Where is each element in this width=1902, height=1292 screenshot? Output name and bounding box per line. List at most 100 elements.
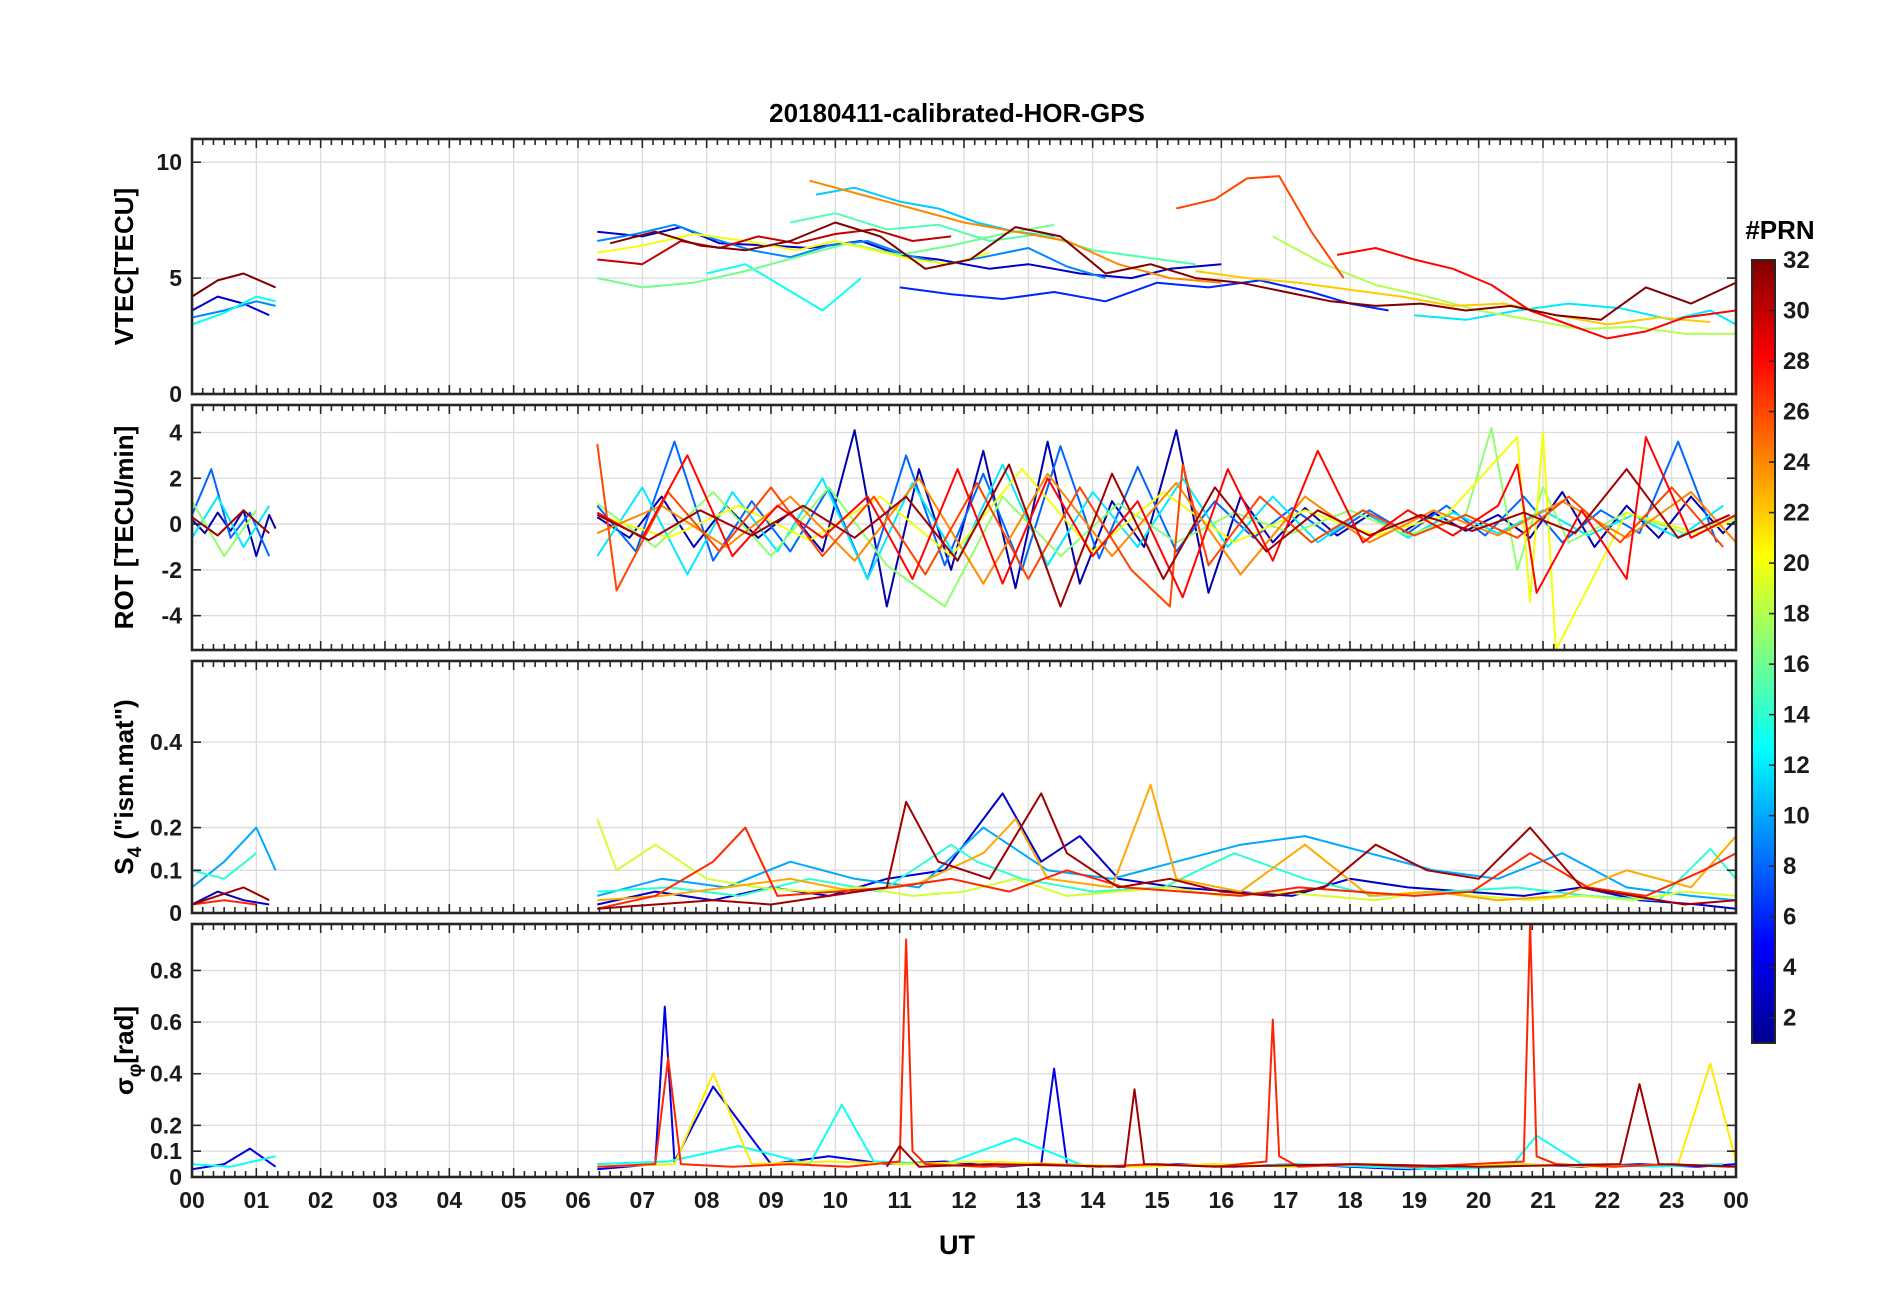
y-axis-label: ROT [TECU/min]	[109, 426, 139, 630]
colorbar-frame	[1751, 259, 1776, 1044]
colorbar-tick-label: 18	[1783, 601, 1810, 628]
y-tick-label: 2	[169, 465, 182, 491]
series-prn-31	[192, 463, 1731, 608]
series-prn-12	[1414, 302, 1736, 326]
colorbar-tick-label: 32	[1783, 247, 1810, 274]
x-tick-label: 16	[1209, 1187, 1235, 1213]
series-group	[192, 175, 1736, 340]
series-prn-31	[885, 1083, 1736, 1168]
x-tick-label: 18	[1337, 1187, 1363, 1213]
chart-title: 20180411-calibrated-HOR-GPS	[769, 98, 1145, 128]
colorbar-tick-label: 28	[1783, 348, 1810, 375]
x-tick-label: 09	[758, 1187, 784, 1213]
y-tick-label: 4	[169, 419, 182, 445]
y-tick-label: 0.1	[150, 1138, 182, 1164]
x-tick-label: 13	[1016, 1187, 1042, 1213]
x-tick-label: 00	[1723, 1187, 1749, 1213]
series-prn-20	[597, 233, 990, 266]
colorbar-tick-label: 6	[1783, 904, 1796, 931]
panel-rot: -4 -2 0 2 4 ROT [TECU/min]	[109, 403, 1738, 652]
series-prn-16	[597, 223, 1055, 289]
x-tick-label: 01	[244, 1187, 270, 1213]
y-tick-label: 0.8	[150, 957, 182, 983]
colorbar-tick-label: 22	[1783, 500, 1810, 527]
series-prn-20	[596, 431, 1736, 650]
y-tick-label: -2	[162, 557, 182, 583]
y-tick-label: 0	[169, 381, 182, 407]
colorbar-label: #PRN	[1745, 215, 1814, 245]
x-tick-label: 10	[823, 1187, 849, 1213]
y-tick-label: 0.4	[150, 1061, 182, 1087]
y-tick-label: 0.2	[150, 815, 182, 841]
y-tick-label: 0.2	[150, 1112, 182, 1138]
y-axis-label: VTEC[TECU]	[109, 188, 139, 345]
series-prn-31	[192, 792, 1736, 910]
panel-vtec: 0 5 10 VTEC[TECU]	[109, 137, 1738, 407]
x-tick-label: 11	[888, 1187, 913, 1213]
x-tick-label: 19	[1402, 1187, 1428, 1213]
series-prn-18	[1272, 235, 1736, 335]
series-prn-26	[1176, 175, 1345, 279]
y-tick-label: 0.6	[150, 1009, 182, 1035]
y-tick-label: -4	[162, 603, 183, 629]
y-axis-label: S4 ("ism.mat")	[109, 699, 146, 874]
colorbar-tick-label: 10	[1783, 803, 1810, 830]
series-group	[192, 924, 1736, 1171]
colorbar-tick-label: 26	[1783, 399, 1810, 426]
colorbar-tick-label: 12	[1783, 752, 1810, 779]
y-tick-label: 5	[169, 265, 182, 291]
colorbar-tick-label: 14	[1783, 702, 1810, 729]
colorbar-tick-label: 24	[1783, 449, 1810, 476]
x-tick-label: 15	[1144, 1187, 1170, 1213]
x-tick-label: 12	[951, 1187, 977, 1213]
panel-sigphi: 00.10.2 0.4 0.6 0.8σφ[rad]	[109, 922, 1738, 1190]
series-prn-13	[192, 263, 862, 326]
x-tick-label: 22	[1595, 1187, 1621, 1213]
series-group	[192, 426, 1736, 650]
x-tick-label: 05	[501, 1187, 527, 1213]
y-tick-label: 0.4	[150, 729, 182, 755]
series-prn-23	[597, 783, 1736, 902]
series-prn-26	[596, 443, 1724, 608]
panel-s4: 0 0.1 0.2 0.4S4 ("ism.mat")	[109, 659, 1738, 926]
series-group	[192, 783, 1736, 910]
x-tick-label: 17	[1273, 1187, 1299, 1213]
x-tick-label: 00	[179, 1187, 205, 1213]
y-axis-label: σφ[rad]	[109, 1006, 146, 1095]
y-tick-label: 0.1	[150, 857, 182, 883]
series-prn-6	[899, 279, 1389, 312]
series-prn-28	[596, 436, 1736, 599]
x-tick-label: 04	[437, 1187, 463, 1213]
x-tick-label: 14	[1080, 1187, 1106, 1213]
x-tick-label: 06	[565, 1187, 591, 1213]
x-tick-label: 08	[694, 1187, 720, 1213]
colorbar-tick-label: 20	[1783, 550, 1810, 577]
series-prn-24	[809, 179, 1222, 284]
colorbar-tick-label: 4	[1783, 954, 1797, 981]
x-axis: 00 01 02 03 04 05 06 07 08 09 10 11 12 13 14 15 16 17 18 19…	[179, 1187, 1749, 1213]
series-prn-22	[1195, 270, 1711, 326]
series-prn-30	[597, 228, 952, 266]
colorbar-tick-label: 16	[1783, 651, 1810, 678]
colorbar: #PRN 32 30 28 26 24 22 20 18 16 14 12 10 8 6 4 2	[1745, 215, 1815, 1044]
x-axis-label: UT	[939, 1230, 975, 1260]
y-tick-label: 0	[169, 900, 182, 926]
colorbar-tick-label: 30	[1783, 298, 1810, 325]
x-tick-label: 07	[630, 1187, 656, 1213]
y-tick-label: 0	[169, 511, 182, 537]
series-prn-15	[790, 212, 1196, 266]
x-tick-label: 20	[1466, 1187, 1492, 1213]
colorbar-gradient	[1752, 260, 1775, 1043]
y-tick-label: 0	[169, 1164, 182, 1190]
x-tick-label: 02	[308, 1187, 334, 1213]
x-tick-label: 03	[372, 1187, 398, 1213]
series-prn-32	[192, 221, 1736, 321]
series-prn-27	[192, 826, 1736, 910]
colorbar-tick-label: 2	[1783, 1005, 1796, 1032]
x-tick-label: 21	[1530, 1187, 1556, 1213]
colorbar-tick-label: 8	[1783, 853, 1796, 880]
x-tick-label: 23	[1659, 1187, 1685, 1213]
